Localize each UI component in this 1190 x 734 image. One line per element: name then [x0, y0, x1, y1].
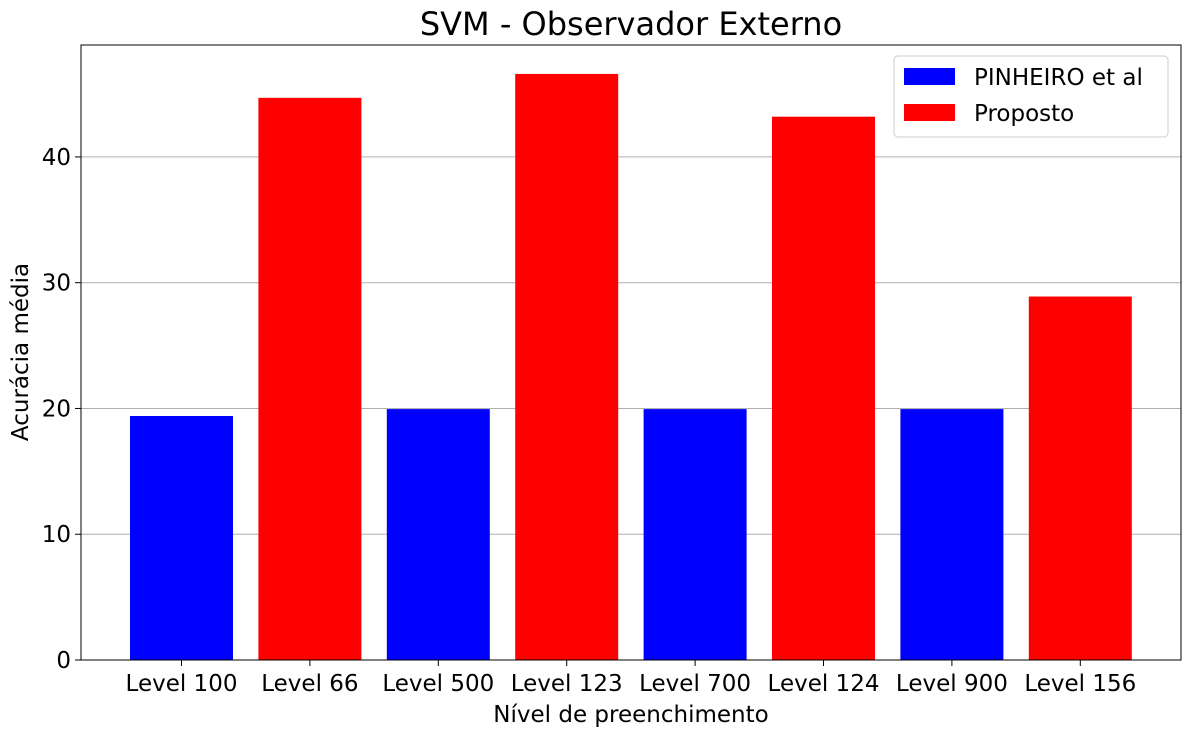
y-axis-ticks: 0 10 20 30 40 [42, 145, 81, 674]
x-axis-ticks: Level 100 Level 66 Level 500 Level 123 Level… [126, 660, 1136, 697]
legend-swatch-proposto [904, 104, 955, 121]
legend-label-proposto: Proposto [974, 101, 1074, 127]
legend-label-pinheiro: PINHEIRO et al [974, 65, 1143, 91]
bar-level-100 [130, 416, 233, 660]
y-tick-label: 40 [42, 145, 71, 171]
legend: PINHEIRO et al Proposto [893, 55, 1169, 138]
bar-level-700 [643, 409, 747, 660]
x-tick-label: Level 124 [768, 671, 880, 697]
y-tick-label: 30 [42, 271, 71, 297]
bar-level-123 [515, 73, 619, 660]
chart-title: SVM - Observador Externo [420, 5, 842, 43]
bar-level-900 [900, 409, 1004, 660]
x-tick-label: Level 156 [1024, 671, 1136, 697]
bar-level-156 [1028, 296, 1132, 660]
legend-frame [893, 55, 1169, 138]
x-tick-label: Level 123 [511, 671, 623, 697]
x-tick-label: Level 700 [639, 671, 751, 697]
x-tick-label: Level 66 [261, 671, 358, 697]
x-axis-label: Nível de preenchimento [493, 702, 768, 728]
x-tick-label: Level 100 [126, 671, 238, 697]
y-tick-label: 0 [56, 648, 71, 674]
x-tick-label: Level 900 [896, 671, 1008, 697]
y-axis-label: Acurácia média [8, 263, 34, 441]
plot-frame [80, 44, 1182, 661]
bar-level-124 [772, 116, 875, 660]
x-tick-label: Level 500 [382, 671, 494, 697]
bar-level-500 [386, 409, 490, 660]
y-tick-label: 20 [42, 396, 71, 422]
bars [130, 73, 1132, 660]
y-tick-label: 10 [42, 522, 71, 548]
legend-swatch-pinheiro [904, 68, 955, 85]
bar-level-66 [258, 97, 362, 660]
